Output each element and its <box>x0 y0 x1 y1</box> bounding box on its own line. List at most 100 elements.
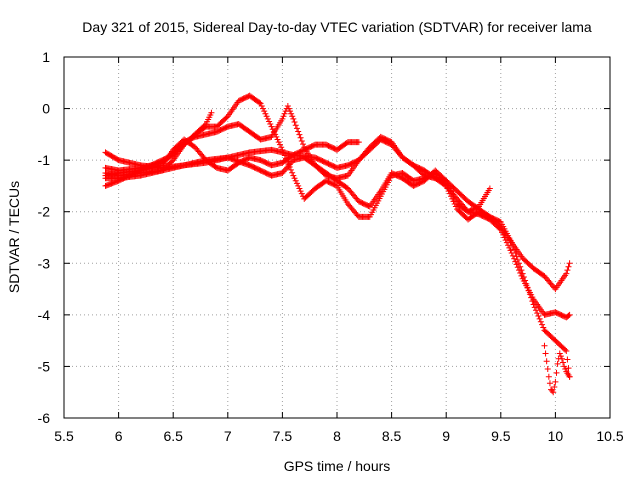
data-point <box>293 125 300 132</box>
data-point <box>513 261 520 268</box>
data-point <box>289 113 296 120</box>
data-point <box>542 350 549 357</box>
data-point <box>563 347 570 354</box>
data-point <box>296 185 303 192</box>
series-track-7 <box>541 342 573 396</box>
data-point <box>300 141 307 148</box>
data-point <box>566 311 573 318</box>
data-point <box>292 177 299 184</box>
x-tick-label: 8 <box>333 428 341 444</box>
data-point <box>553 369 560 376</box>
data-point <box>539 321 546 328</box>
data-point <box>297 188 304 195</box>
data-point <box>566 260 573 267</box>
data-point <box>554 360 561 367</box>
data-point <box>546 380 553 387</box>
data-point <box>276 141 283 148</box>
data-point <box>274 136 281 143</box>
data-point <box>565 365 572 372</box>
data-point <box>285 105 292 112</box>
series-track-3 <box>102 102 573 321</box>
data-point <box>262 110 269 117</box>
data-point <box>552 378 559 385</box>
data-point <box>506 244 513 251</box>
data-point <box>543 358 550 365</box>
x-tick-label: 6 <box>115 428 123 444</box>
data-point <box>295 128 302 135</box>
data-point <box>208 109 215 116</box>
data-point <box>291 119 298 126</box>
y-tick-label: 0 <box>42 101 50 117</box>
data-point <box>562 366 569 373</box>
data-point <box>564 356 571 363</box>
data-point <box>537 318 544 325</box>
data-point <box>298 137 305 144</box>
y-axis-label: SDTVAR / TECUs <box>6 181 22 293</box>
chart-title: Day 321 of 2015, Sidereal Day-to-day VTE… <box>82 19 592 35</box>
x-tick-label: 10.5 <box>596 428 623 444</box>
x-tick-label: 5.5 <box>54 428 74 444</box>
y-tick-labels: -6 -5 -4 -3 -2 -1 0 1 <box>38 49 51 426</box>
series-track-5 <box>102 136 493 215</box>
data-point <box>563 270 570 277</box>
x-tick-label: 9 <box>442 428 450 444</box>
data-point <box>280 113 287 120</box>
data-point <box>287 166 294 173</box>
data-point <box>288 110 295 117</box>
data-point <box>256 99 263 106</box>
data-point <box>267 121 274 128</box>
data-point <box>558 355 565 362</box>
data-point <box>264 115 271 122</box>
data-point <box>355 139 362 146</box>
y-tick-label: -6 <box>38 410 51 426</box>
data-point <box>544 366 551 373</box>
data-point <box>284 102 291 109</box>
data-point <box>517 270 524 277</box>
data-point <box>550 389 557 396</box>
data-point <box>263 113 270 120</box>
data-point <box>268 123 275 130</box>
y-tick-label: -2 <box>38 204 51 220</box>
data-point <box>505 242 512 249</box>
data-point <box>295 182 302 189</box>
data-point <box>257 100 264 107</box>
data-point <box>566 373 573 380</box>
series-track-2 <box>102 92 573 380</box>
data-point <box>507 247 514 254</box>
data-point <box>540 324 547 331</box>
grid <box>64 57 610 418</box>
y-tick-label: -3 <box>38 255 51 271</box>
data-point <box>561 363 568 370</box>
data-point <box>557 353 564 360</box>
y-tick-label: 1 <box>42 49 50 65</box>
data-point <box>275 139 282 146</box>
y-tick-label: -4 <box>38 307 51 323</box>
data-point <box>535 313 542 320</box>
data-point <box>532 307 539 314</box>
data-point <box>293 180 300 187</box>
data-point <box>298 190 305 197</box>
data-point <box>518 272 525 279</box>
data-point <box>565 312 572 319</box>
data-point <box>289 169 296 176</box>
data-point <box>292 122 299 129</box>
y-tick-label: -1 <box>38 152 51 168</box>
data-point <box>266 118 273 125</box>
data-point <box>259 105 266 112</box>
data-point <box>279 115 286 122</box>
data-point <box>549 387 556 394</box>
data-point <box>511 255 518 262</box>
data-point <box>534 310 541 317</box>
x-tick-label: 7.5 <box>273 428 293 444</box>
data-point <box>281 110 288 117</box>
data-point <box>290 172 297 179</box>
x-tick-label: 10 <box>548 428 564 444</box>
data-point <box>562 346 569 353</box>
data-series <box>102 92 573 396</box>
x-tick-labels: 5.5 6 6.5 7 7.5 8 8.5 9 9.5 10 10.5 <box>54 428 624 444</box>
x-axis-label: GPS time / hours <box>284 458 391 474</box>
data-point <box>296 131 303 138</box>
data-point <box>516 267 522 274</box>
data-point <box>536 315 543 322</box>
